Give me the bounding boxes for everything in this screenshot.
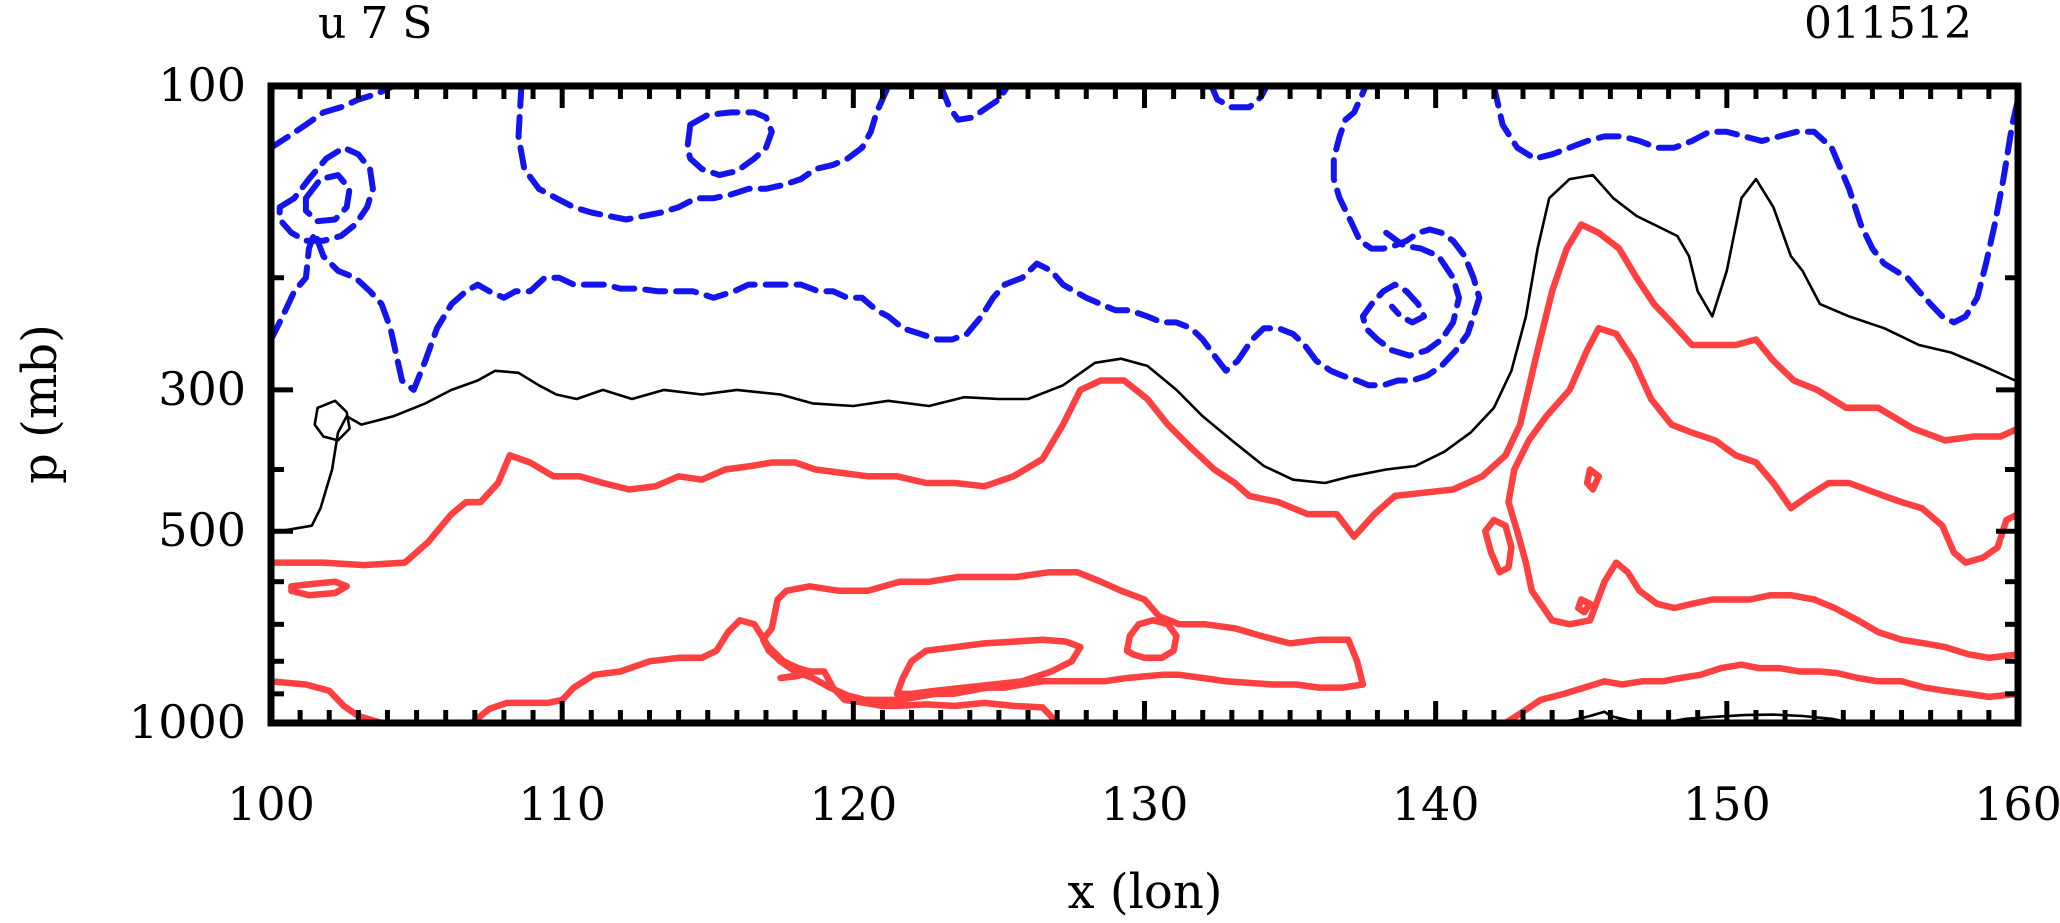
tick-layer: 100 110 120 130 140 150 160 100 300 500 1000 <box>129 58 2060 831</box>
positive-contour-13 <box>1575 596 1594 616</box>
negative-contour-3 <box>276 144 376 244</box>
positive-contour-5 <box>893 636 1084 698</box>
positive-contour-11 <box>288 578 350 599</box>
y-axis-label: p (mb) <box>12 324 68 484</box>
positive-contour-7 <box>1502 661 2018 723</box>
positive-contour-12 <box>1583 466 1602 493</box>
negative-contour-7 <box>937 86 1011 123</box>
y-tick-label-500: 500 <box>158 503 246 557</box>
positive-contour-6 <box>1123 617 1180 662</box>
negative-contour-4 <box>302 172 353 225</box>
y-tick-label-1000: 1000 <box>129 695 246 749</box>
x-tick-label-100: 100 <box>227 777 315 831</box>
x-tick-label-120: 120 <box>809 777 897 831</box>
positive-contour-1 <box>271 221 2018 569</box>
x-tick-label-130: 130 <box>1101 777 1189 831</box>
x-axis-label: x (lon) <box>1068 864 1223 920</box>
negative-contour-10 <box>1490 86 2018 326</box>
plot-frame <box>267 82 2022 727</box>
positive-contour-10 <box>1481 516 1515 576</box>
x-tick-label-110: 110 <box>518 777 606 831</box>
positive-contour-9 <box>1548 559 2018 662</box>
positive-contour-8 <box>1505 324 2018 624</box>
chart-title-left: u 7 S <box>318 0 432 49</box>
y-tick-label-300: 300 <box>158 362 246 416</box>
negative-contour-5 <box>515 86 892 223</box>
positive-contour-3 <box>468 617 1061 723</box>
zero-contour-2 <box>1661 713 1854 723</box>
positive-contour-14 <box>777 669 813 682</box>
x-tick-label-160: 160 <box>1974 777 2060 831</box>
zero-contour-4 <box>313 399 351 442</box>
negative-contour-1 <box>271 86 1483 393</box>
positive-contour-4 <box>759 569 1367 704</box>
x-tick-label-150: 150 <box>1683 777 1771 831</box>
x-tick-label-140: 140 <box>1392 777 1480 831</box>
negative-contour-2 <box>271 86 397 151</box>
negative-contour-6 <box>684 109 775 179</box>
positive-contour-2 <box>271 678 385 723</box>
chart-title-right: 011512 <box>1804 0 1972 49</box>
zero-contour-1 <box>278 173 2017 533</box>
y-tick-label-100: 100 <box>158 58 246 112</box>
negative-contour-9 <box>1359 229 1462 359</box>
contour-layer <box>271 86 2018 723</box>
